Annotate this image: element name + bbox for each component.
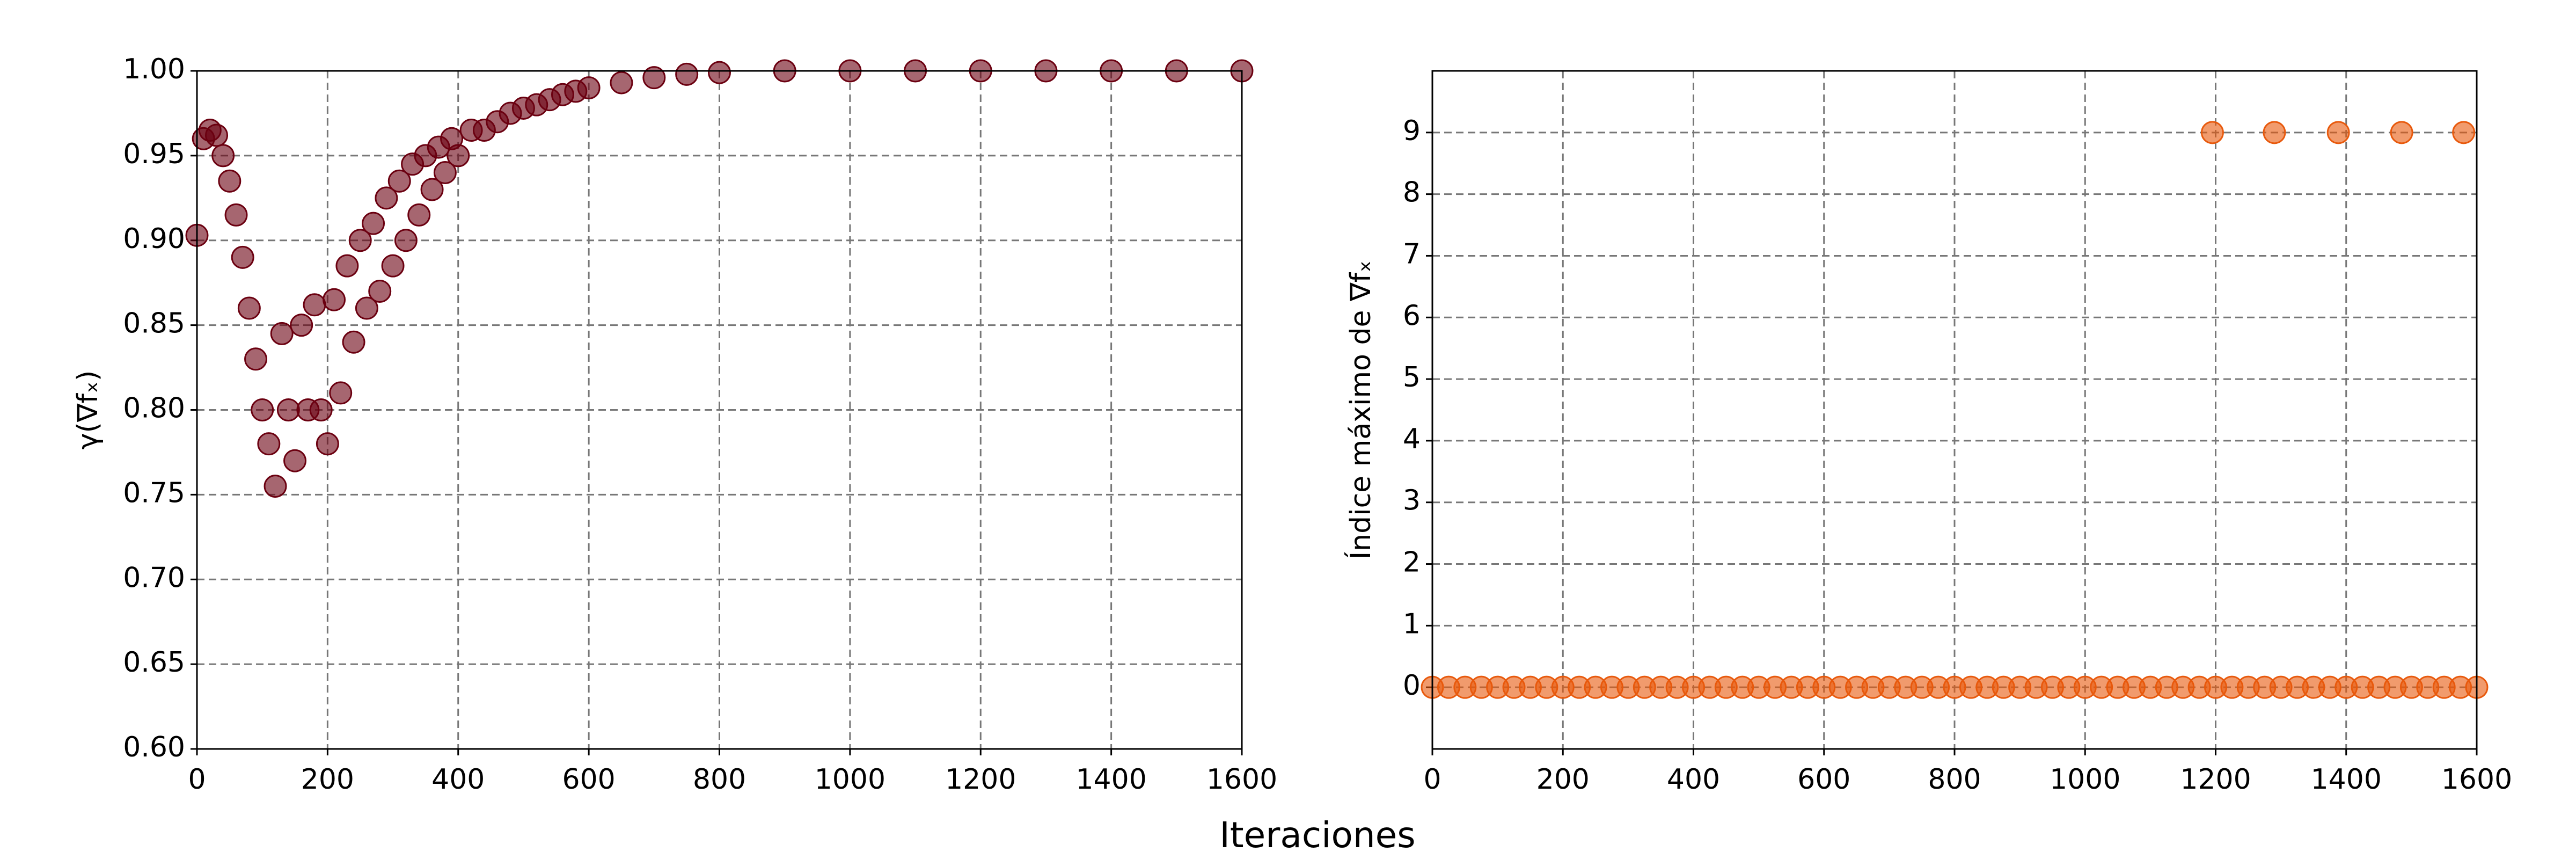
point [355,296,378,320]
y-tick-label: 2 [1403,547,1421,579]
point [264,475,287,498]
point [610,71,633,94]
y-tick-label: 1.00 [123,53,185,85]
y-axis-label: γ(∇fₓ) [72,370,104,450]
point [2263,121,2286,144]
point [231,245,254,269]
y-tick-label: 7 [1403,238,1421,270]
x-tick-label: 400 [1667,763,1720,796]
point [205,123,229,147]
point [2326,121,2350,144]
x-tick-label: 400 [431,763,485,796]
point [251,398,274,421]
point [368,279,392,303]
point [309,398,333,421]
x-tick-label: 200 [1536,763,1590,796]
y-tick-label: 0.80 [123,392,185,425]
point [577,76,601,100]
point [244,347,268,371]
point [375,186,398,210]
point [407,203,431,227]
point [335,254,359,278]
y-tick-label: 0.75 [123,477,185,509]
y-tick-label: 8 [1403,177,1421,209]
x-tick-label: 1200 [2180,763,2251,796]
x-tick-label: 1400 [1075,763,1146,796]
point [237,296,261,320]
y-tick-label: 0.65 [123,646,185,679]
y-tick-label: 1 [1403,608,1421,640]
point [316,432,339,456]
x-tick-label: 600 [562,763,615,796]
point [283,449,307,472]
y-tick-label: 0 [1403,669,1421,702]
x-tick-label: 1000 [2050,763,2120,796]
point [329,381,353,405]
y-tick-label: 4 [1403,423,1421,455]
plot: 0.60 0.65 0.70 0.75 0.80 0.85 0.90 0.95 1.00 0 200… [72,53,1277,796]
point [381,254,405,278]
point [276,398,300,421]
plot: 0 1 2 3 4 5 6 7 8 9 0 200 400 600 800 1000 1200 1400 1600 Í… [1344,70,2512,796]
y-tick-label: 9 [1403,115,1421,147]
point [2390,121,2413,144]
y-tick-label: 3 [1403,485,1421,517]
point [270,322,294,345]
x-tick-label: 800 [1928,763,1981,796]
y-tick-label: 6 [1403,300,1421,332]
x-tick-label: 800 [693,763,746,796]
y-tick-label: 0.95 [123,138,185,170]
point [290,314,313,337]
x-tick-label: 1200 [945,763,1016,796]
point [2200,121,2224,144]
x-axis-label: Iteraciones [1219,814,1415,856]
point [447,144,470,168]
point [323,288,346,311]
point [433,161,457,184]
plot-frame [196,70,1243,750]
x-tick-label: 200 [301,763,354,796]
x-tick-label: 1600 [1206,763,1277,796]
point [342,330,365,354]
point [218,169,241,193]
point [675,62,699,86]
point [303,293,326,317]
x-tick-label: 1600 [2441,763,2512,796]
point [642,66,666,90]
point [387,169,411,193]
point [420,178,444,201]
y-tick-label: 5 [1403,361,1421,394]
point [394,229,418,252]
point [348,229,372,252]
point [708,61,731,84]
x-tick-label: 600 [1797,763,1850,796]
y-tick-label: 0.70 [123,562,185,594]
x-tick-label: 0 [1423,763,1441,796]
y-axis-label: Índice máximo de ∇fₓ [1344,260,1377,559]
plot-frame [1431,70,2478,750]
point [224,203,248,227]
point [257,432,281,456]
y-tick-label: 0.85 [123,308,185,340]
x-tick-label: 0 [188,763,206,796]
point [211,144,235,168]
y-tick-label: 0.90 [123,223,185,255]
y-tick-label: 0.60 [123,731,185,763]
point [2452,121,2476,144]
point [362,212,385,235]
x-tick-label: 1400 [2311,763,2382,796]
x-tick-label: 1000 [815,763,885,796]
